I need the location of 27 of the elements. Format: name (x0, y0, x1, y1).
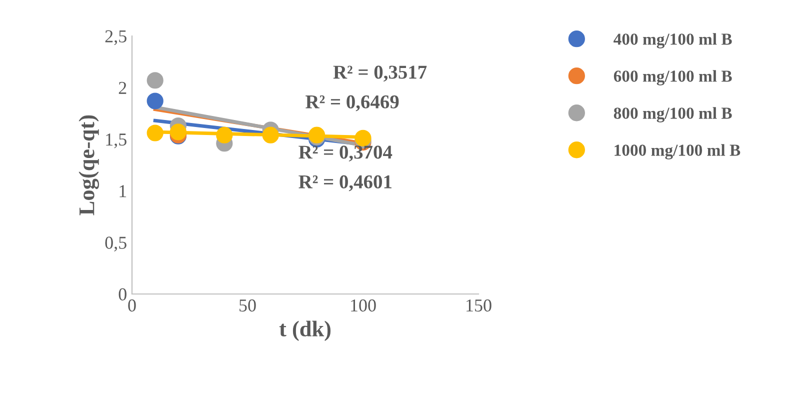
y-tick-label: 0,5 (105, 236, 126, 252)
point (216, 126, 233, 144)
annotation: R² = 0,4601 (298, 175, 392, 192)
point (146, 92, 164, 110)
point (146, 72, 164, 89)
annotation: R² = 0,6469 (306, 95, 399, 112)
legend-label: 800 mg/100 ml B (614, 107, 732, 122)
point (170, 124, 186, 140)
point (146, 124, 164, 142)
y-tick-label: 2 (118, 82, 126, 94)
x-axis-title: t (dk) (279, 320, 331, 341)
legend-label: 1000 mg/100 ml B (614, 144, 740, 160)
y-tick-label: 1,5 (106, 134, 126, 148)
y-tick-label: 2,5 (105, 30, 126, 46)
legend-label: 600 mg/100 ml B (614, 70, 732, 86)
annotation: R² = 0,3704 (298, 146, 392, 162)
x-tick-label: 100 (351, 299, 376, 312)
x-tick-label: 0 (128, 299, 136, 312)
y-tick-label: 0 (118, 288, 126, 300)
x-tick-label: 50 (240, 299, 256, 312)
legend-label: 400 mg/100 ml B (614, 33, 732, 48)
point (262, 126, 279, 144)
annotation: R² = 0,3517 (333, 66, 427, 82)
y-tick-label: 1 (120, 185, 126, 198)
y-axis-title: Log(qe-qt) (78, 115, 100, 216)
x-tick-label: 150 (466, 299, 492, 312)
point (354, 130, 372, 146)
